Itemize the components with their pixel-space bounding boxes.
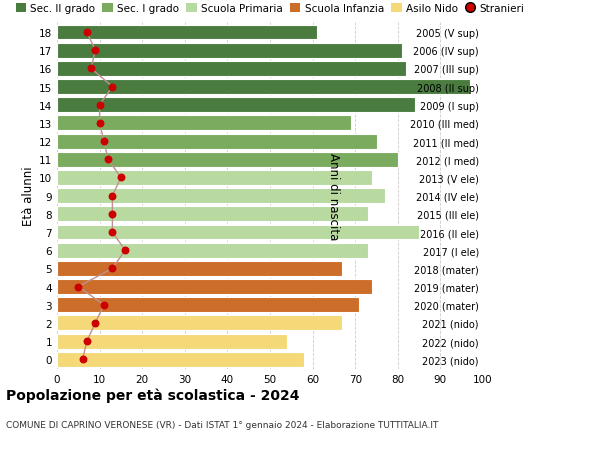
Point [86,66,96,73]
Bar [57,152,398,168]
Bar [57,225,419,240]
Point [99,138,109,146]
Bar [57,116,351,131]
Point [116,174,126,182]
Point [107,265,117,273]
Bar [57,243,368,258]
Point [91,319,100,327]
Point [103,156,113,163]
Point [82,338,92,345]
Point [95,120,104,127]
Bar [57,352,304,367]
Text: Popolazione per età scolastica - 2024: Popolazione per età scolastica - 2024 [6,388,299,403]
Bar [57,297,359,313]
Bar [57,44,402,58]
Point [107,229,117,236]
Bar [57,207,368,222]
Bar [57,280,372,294]
Y-axis label: Età alunni: Età alunni [22,167,35,226]
Point [107,84,117,91]
Point [78,356,88,363]
Bar [57,171,372,185]
Point [73,283,83,291]
Point [82,29,92,37]
Bar [57,334,287,349]
Bar [57,62,406,77]
Bar [57,80,470,95]
Bar [57,98,415,113]
Point [121,247,130,254]
Bar [57,26,317,40]
Point [95,102,104,109]
Bar [57,261,343,276]
Bar [57,189,385,204]
Point [107,193,117,200]
Bar [57,134,377,149]
Point [107,211,117,218]
Bar [57,316,343,330]
Legend: Sec. II grado, Sec. I grado, Scuola Primaria, Scuola Infanzia, Asilo Nido, Stran: Sec. II grado, Sec. I grado, Scuola Prim… [16,4,524,14]
Point [91,47,100,55]
Y-axis label: Anni di nascita: Anni di nascita [327,153,340,240]
Point [99,302,109,309]
Text: COMUNE DI CAPRINO VERONESE (VR) - Dati ISTAT 1° gennaio 2024 - Elaborazione TUTT: COMUNE DI CAPRINO VERONESE (VR) - Dati I… [6,420,439,429]
